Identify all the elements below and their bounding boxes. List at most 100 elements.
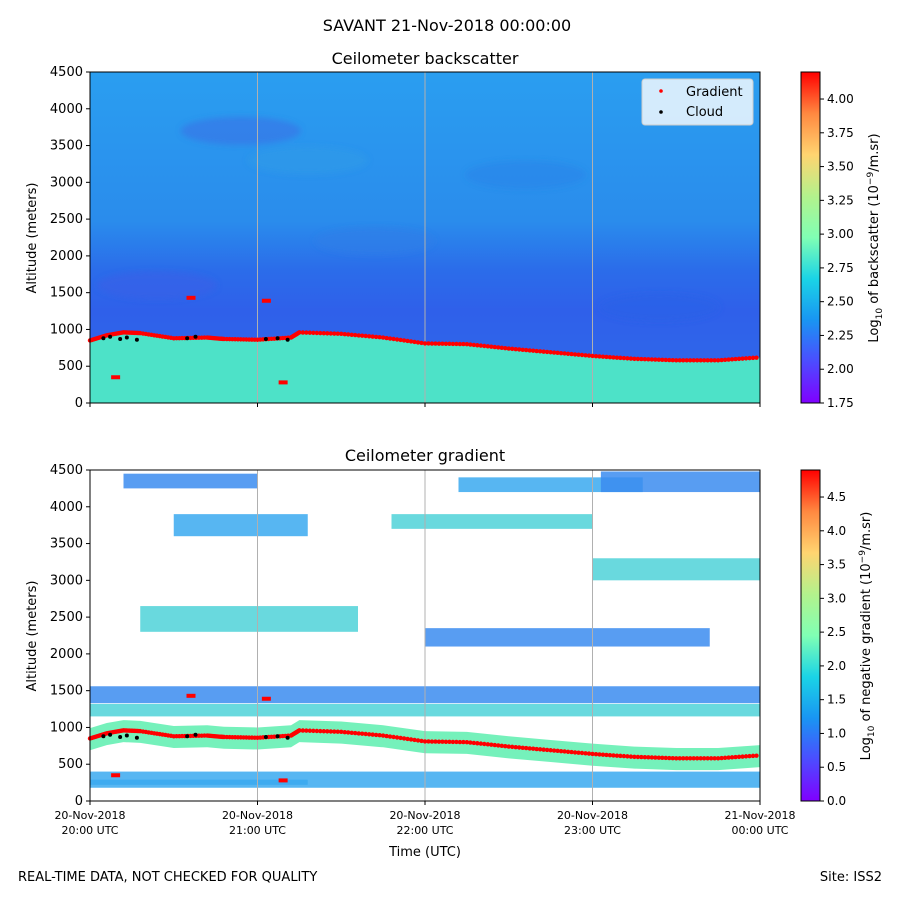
y-tick-label: 2000 (50, 647, 83, 662)
gradient-point (565, 749, 571, 754)
gradient-outlier (186, 693, 196, 698)
gradient-point (332, 331, 337, 336)
gradient-point (726, 357, 731, 362)
y-tick-label: 4000 (50, 500, 83, 515)
gradient-point (359, 731, 365, 736)
gradient-point (691, 756, 696, 761)
gradient-point (307, 728, 313, 733)
cloud-point (263, 337, 268, 342)
gradient-point (398, 735, 403, 741)
colorbar-tick-label: 3.0 (827, 591, 846, 605)
backscatter-texture (97, 116, 720, 322)
cloud-point (275, 336, 280, 341)
legend: Gradient Cloud (641, 78, 754, 126)
gradient-colorbar-label: Log10 of negative gradient (10−9/m.sr) (858, 512, 877, 761)
x-tick-date: 20-Nov-2018 (222, 809, 293, 822)
gradient-point (412, 737, 417, 743)
gradient-point (520, 745, 525, 750)
gradient-point (492, 742, 497, 748)
gradient-outlier (261, 696, 271, 701)
gradient-point (698, 756, 703, 761)
gradient-point (377, 335, 382, 340)
gradient-point (674, 756, 679, 761)
colorbar-tick-label: 3.50 (827, 160, 854, 174)
gradient-point (496, 743, 501, 748)
gradient-point (621, 753, 627, 759)
gradient-point (499, 743, 504, 749)
gradient-point (688, 756, 693, 761)
gradient-point (635, 754, 641, 760)
gradient-point (670, 358, 675, 363)
gradient-point (485, 344, 491, 349)
gradient-plot: 0 500 1000 1500 2000 2500 3000 3500 4000 4500 20-… (25, 446, 877, 860)
gradient-point (712, 756, 717, 761)
gradient-point (586, 751, 592, 756)
gradient-outlier (261, 298, 271, 303)
gradient-point (401, 338, 407, 343)
y-tick-label: 2000 (50, 249, 83, 264)
colorbar-tick-label: 3.25 (827, 193, 854, 207)
gradient-point (366, 732, 372, 737)
colorbar-tick-label: 4.5 (827, 490, 846, 504)
gradient-point (611, 753, 616, 758)
gradient-point (646, 755, 651, 760)
gradient-outlier (278, 778, 288, 783)
colorbar-tick-label: 1.75 (827, 396, 854, 410)
cloud-point (101, 734, 106, 739)
gradient-point (464, 341, 470, 347)
gradient-outlier (278, 380, 288, 385)
gradient-point (506, 744, 511, 749)
gradient-band (173, 514, 308, 537)
gradient-point (356, 731, 361, 736)
gradient-point (736, 356, 742, 362)
gradient-point (558, 350, 564, 356)
y-tick-label: 0 (75, 396, 83, 411)
gradient-point (461, 739, 466, 745)
gradient-point (391, 734, 396, 740)
texture-blob (599, 293, 720, 322)
gradient-point (555, 748, 560, 754)
gradient-point (558, 748, 564, 754)
x-tick-time: 22:00 UTC (396, 824, 453, 837)
gradient-point (642, 357, 648, 362)
gradient-point (705, 756, 710, 761)
legend-box (641, 78, 754, 126)
y-tick-label: 3000 (50, 175, 83, 190)
gradient-point (450, 341, 456, 347)
gradient-point (412, 339, 417, 345)
gradient-point (325, 729, 330, 734)
cloud-point (185, 336, 190, 341)
gradient-point (464, 739, 470, 745)
cloud-point (193, 732, 198, 737)
gradient-point (677, 358, 682, 363)
gradient-point (747, 355, 752, 361)
gradient-point (551, 350, 557, 355)
gradient-point (642, 755, 648, 760)
texture-blob (180, 116, 301, 145)
cloud-point (118, 337, 123, 342)
gradient-point (311, 728, 316, 734)
gradient-point (408, 339, 414, 344)
gradient-point (681, 756, 686, 761)
gradient-point (454, 341, 459, 347)
cloud-point (124, 733, 129, 738)
gradient-point (667, 357, 672, 363)
colorbar-tick-label: 2.25 (827, 328, 854, 342)
gradient-point (646, 357, 651, 362)
gradient-point (632, 356, 637, 362)
gradient-point (628, 356, 634, 361)
colorbar-tick-label: 2.5 (827, 625, 846, 639)
gradient-point (653, 357, 658, 362)
gradient-point (656, 755, 662, 760)
cloud-point (193, 334, 198, 339)
gradient-point (527, 746, 532, 751)
gradient-cloud-points (101, 732, 290, 740)
gradient-point (373, 732, 379, 738)
gradient-point (405, 736, 410, 742)
gradient-point (663, 357, 668, 363)
gradient-point (729, 357, 735, 362)
gradient-point (537, 349, 543, 354)
gradient-point (461, 341, 466, 347)
legend-gradient-label: Gradient (686, 85, 743, 100)
backscatter-ylabel: Altitude (meters) (25, 183, 40, 294)
